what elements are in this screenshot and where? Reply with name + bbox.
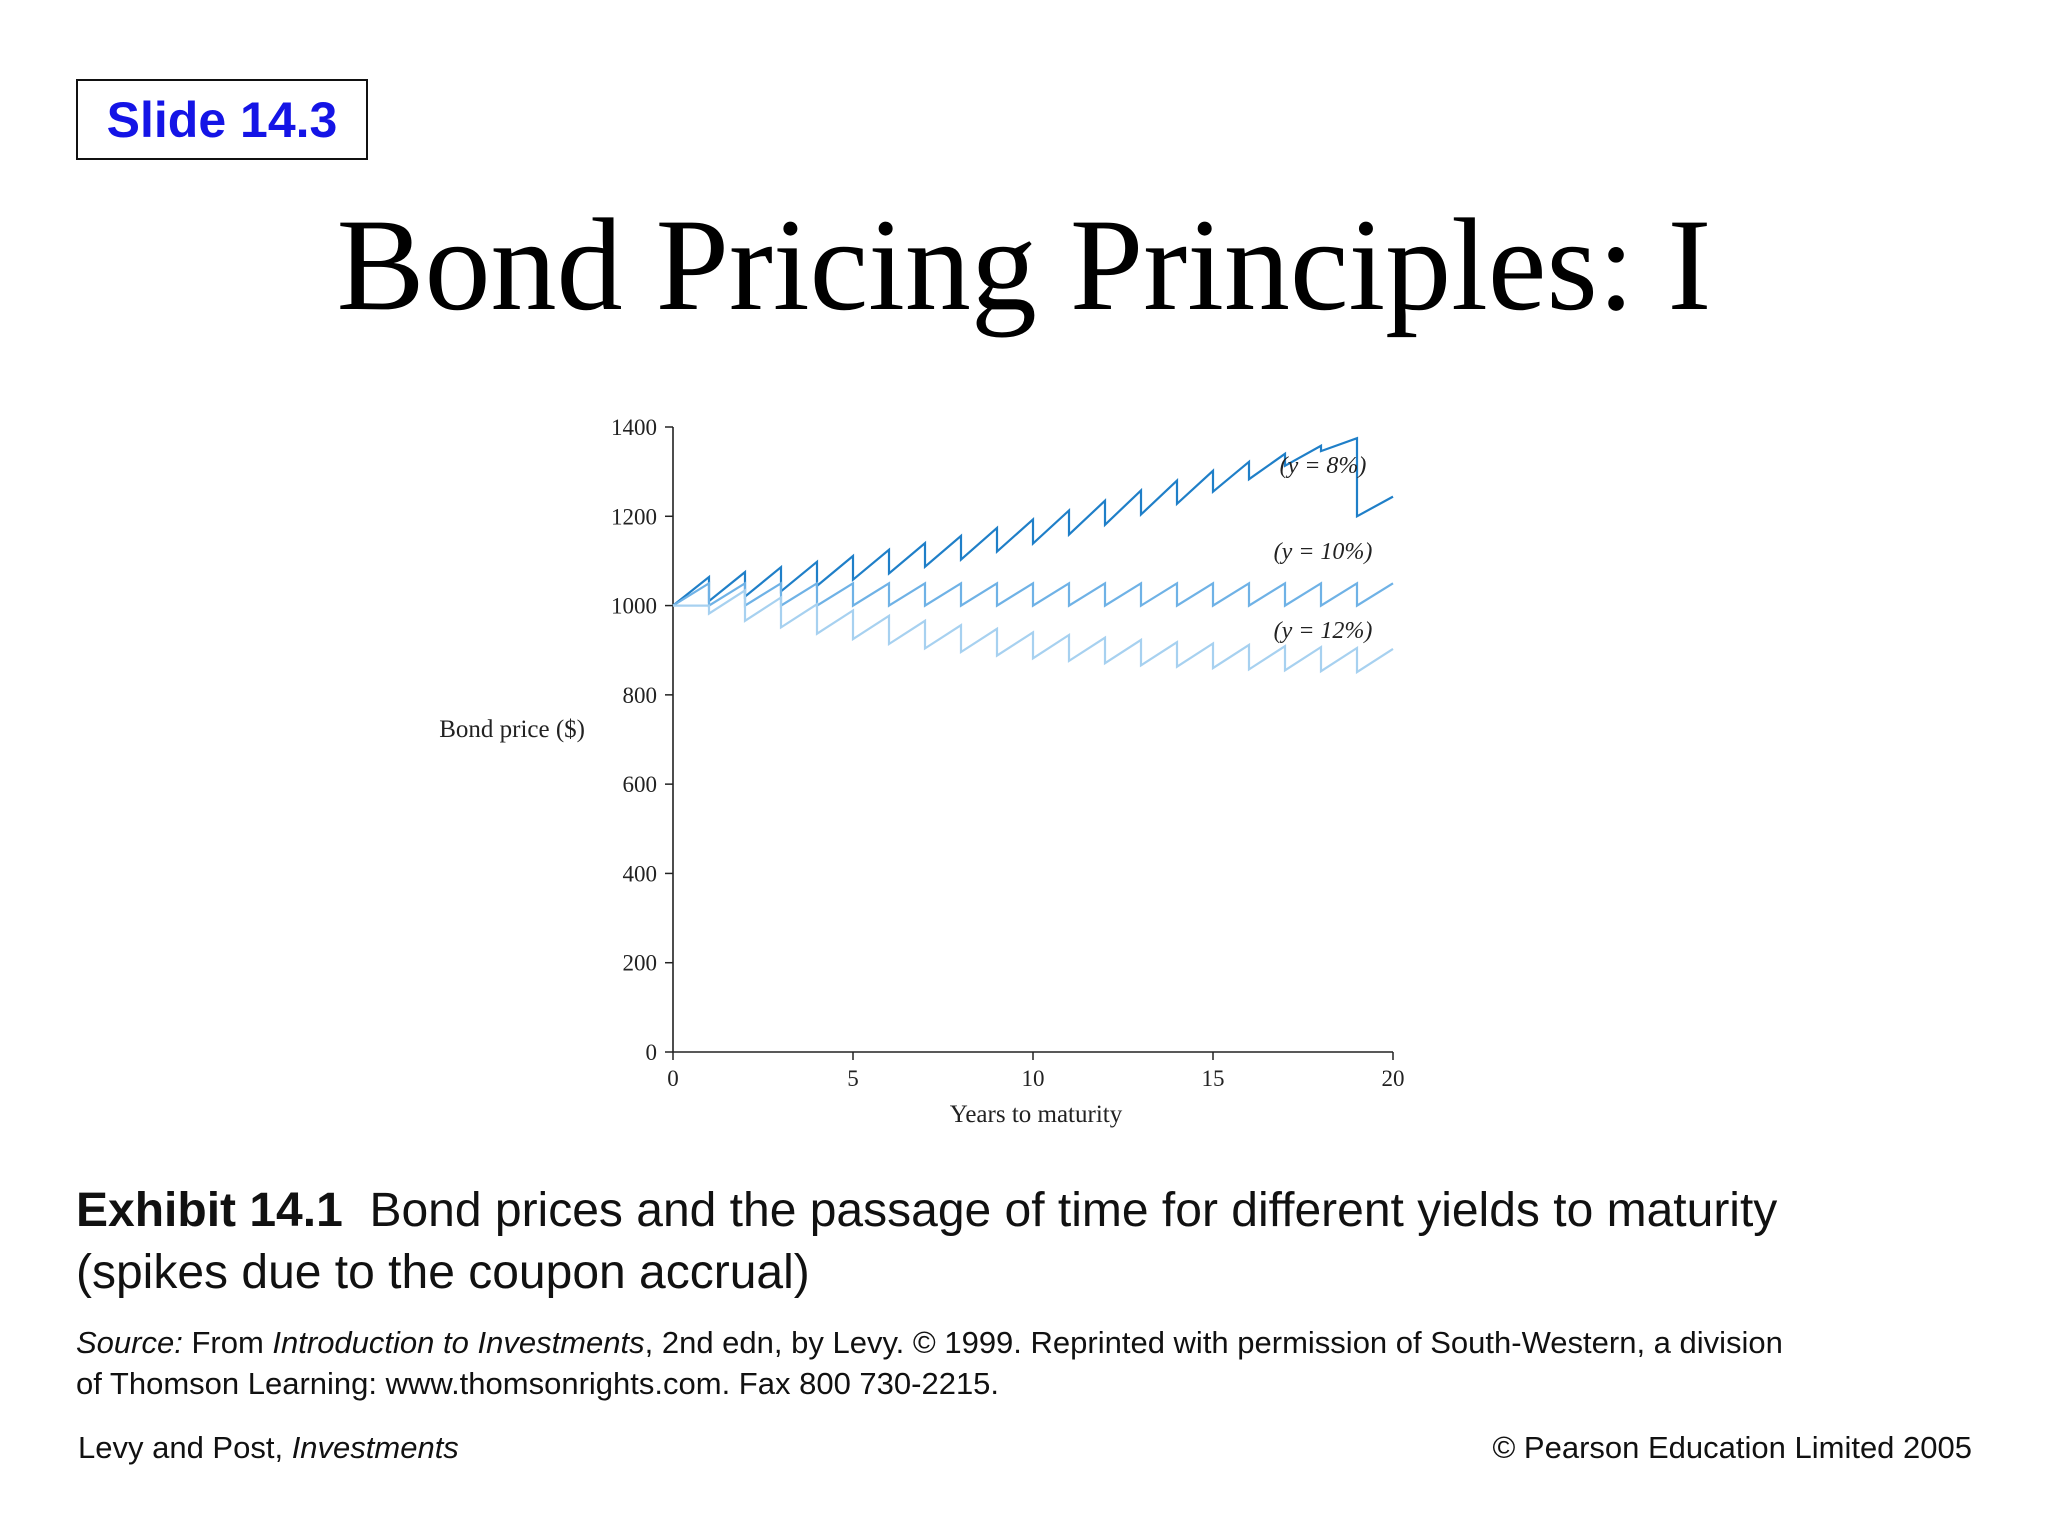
- exhibit-number: Exhibit 14.1: [76, 1184, 343, 1237]
- y-tick-label: 800: [623, 683, 658, 708]
- y-tick-label: 400: [623, 861, 658, 886]
- exhibit-caption-line1: Bond prices and the passage of time for …: [369, 1184, 1778, 1237]
- source-text-2: , 2nd edn, by Levy. © 1999. Reprinted wi…: [644, 1325, 1783, 1360]
- series-line-1: [672, 436, 1394, 607]
- y-tick-label: 1400: [611, 415, 657, 440]
- x-tick-label: 5: [847, 1066, 859, 1091]
- series-line-3: [673, 588, 1394, 675]
- chart-series: [672, 436, 1394, 675]
- source-book-title: Introduction to Investments: [272, 1325, 645, 1360]
- series-label-8pct: (y = 8%): [1280, 453, 1367, 479]
- footer-author-names: Levy and Post,: [78, 1430, 292, 1465]
- footer-book-title: Investments: [291, 1430, 459, 1465]
- y-tick-label: 0: [646, 1040, 658, 1065]
- x-tick-label: 15: [1202, 1066, 1225, 1091]
- footer-authors: Levy and Post, Investments: [78, 1430, 459, 1466]
- series-label-12pct: (y = 12%): [1274, 618, 1373, 644]
- y-tick-label: 200: [623, 951, 658, 976]
- slide-title: Bond Pricing Principles: I: [336, 191, 1712, 338]
- x-tick-label: 20: [1382, 1066, 1405, 1091]
- x-tick-label: 0: [667, 1066, 679, 1091]
- exhibit-caption: Exhibit 14.1 Bond prices and the passage…: [76, 1180, 1976, 1304]
- slide-number-badge: Slide 14.3: [76, 79, 368, 160]
- exhibit-caption-line2: (spikes due to the coupon accrual): [76, 1246, 810, 1299]
- y-tick-label: 1200: [611, 504, 657, 529]
- chart-ticks: 0 200 400 600 800 1000 1200 1400 0 5 10 15 20: [611, 415, 1405, 1091]
- series-line-2: [672, 581, 1394, 608]
- series-label-10pct: (y = 10%): [1274, 539, 1373, 565]
- x-axis-label: Years to maturity: [950, 1101, 1123, 1128]
- bond-price-chart: 0 200 400 600 800 1000 1200 1400 0 5 10 15 20 Bond p…: [439, 415, 1405, 1128]
- y-axis-label: Bond price ($): [439, 716, 585, 743]
- source-text-1: From: [182, 1325, 273, 1360]
- source-note: Source: From Introduction to Investments…: [76, 1322, 1986, 1404]
- x-tick-label: 10: [1022, 1066, 1045, 1091]
- slide-number-label: Slide 14.3: [106, 91, 338, 148]
- footer-copyright: © Pearson Education Limited 2005: [1492, 1430, 1972, 1465]
- source-text-3: of Thomson Learning: www.thomsonrights.c…: [76, 1366, 1000, 1401]
- y-tick-label: 600: [623, 772, 658, 797]
- y-tick-label: 1000: [611, 594, 657, 619]
- source-label: Source:: [76, 1325, 183, 1360]
